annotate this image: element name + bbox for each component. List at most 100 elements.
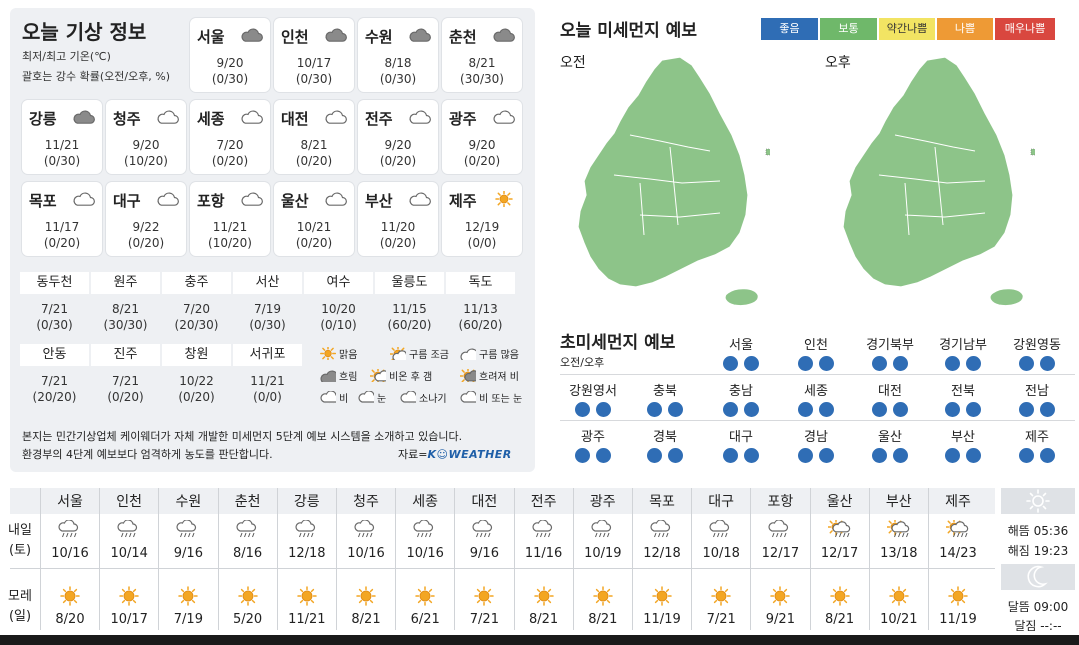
fine-dust-region: 세종 xyxy=(780,380,852,424)
day1-temp: 9/16 xyxy=(173,546,203,561)
pm-level-dot xyxy=(744,448,759,463)
forecast-city-name: 부산 xyxy=(885,494,912,510)
dust-level-item: 나쁨 xyxy=(937,18,993,40)
map-label-pm: 오후 xyxy=(825,55,851,71)
snow-icon: * * xyxy=(358,390,374,403)
city-name: 인천 xyxy=(281,28,309,46)
am-level-dot xyxy=(872,356,887,371)
moon-icon-box xyxy=(1001,564,1075,590)
city-card: 세종 7/20 (0/20) xyxy=(190,100,270,174)
city-prob: (0/20) xyxy=(295,154,333,168)
rain-then-clear-icon xyxy=(370,368,386,382)
day1-label-b: (토) xyxy=(8,543,32,558)
sunny-icon xyxy=(356,586,376,606)
am-level-dot xyxy=(945,402,960,417)
pm-level-dot xyxy=(596,448,611,463)
column-divider xyxy=(217,488,219,630)
city-prob: (0/30) xyxy=(379,72,417,86)
sunny-icon xyxy=(652,586,672,606)
korea-map-am xyxy=(570,55,773,320)
pm-level-dot xyxy=(966,448,981,463)
day1-temp: 12/18 xyxy=(643,546,681,561)
legend-item: * *눈 xyxy=(358,388,386,406)
pm-level-dot xyxy=(893,402,908,417)
small-city-temp: 10/22 xyxy=(179,374,214,388)
column-divider xyxy=(632,488,633,630)
city-card: 전주 9/20 (0/20) xyxy=(358,100,438,174)
legend-item: 비 xyxy=(320,388,348,406)
city-prob: (10/20) xyxy=(124,154,168,168)
city-name: 전주 xyxy=(365,110,393,128)
cloudy-icon xyxy=(73,110,95,124)
column-divider xyxy=(691,488,693,630)
dust-level-legend: 좋음 보통 약간나쁨 나쁨 매우나쁨 xyxy=(761,18,1057,40)
cloudy-icon xyxy=(409,28,431,42)
city-prob: (0/20) xyxy=(379,154,417,168)
forecast-header-row xyxy=(10,488,995,514)
pm-level-dot xyxy=(893,356,908,371)
region-name: 충남 xyxy=(729,384,753,399)
mostly-cloudy-icon xyxy=(73,192,95,206)
day2-temp: 8/21 xyxy=(824,612,855,627)
small-city-cell: 진주 7/21 (0/20) xyxy=(91,344,161,408)
small-city-prob: (0/20) xyxy=(178,390,215,404)
city-temp: 8/21 xyxy=(468,56,496,70)
column-divider xyxy=(454,488,456,630)
mostly-cloudy-icon xyxy=(241,192,263,206)
region-name: 인천 xyxy=(804,338,828,353)
legend-item: 구름 조금 xyxy=(390,344,449,362)
mostly-cloudy-icon xyxy=(493,110,515,124)
city-name: 서울 xyxy=(197,28,225,46)
am-level-dot xyxy=(945,356,960,371)
city-prob: (30/30) xyxy=(460,72,504,86)
column-divider xyxy=(868,488,870,630)
legend-label: 구름 많음 xyxy=(479,349,519,361)
temp-caption: 최저/최고 기온(℃) xyxy=(22,50,111,63)
day2-temp: 10/21 xyxy=(880,612,918,627)
region-name: 경기남부 xyxy=(939,338,987,353)
korea-map-pm xyxy=(835,55,1038,320)
city-card: 인천 10/17 (0/30) xyxy=(274,18,354,92)
city-prob: (0/20) xyxy=(379,236,417,250)
city-temp: 9/20 xyxy=(384,138,412,152)
sunny-icon xyxy=(178,586,199,606)
legend-label: 눈 xyxy=(377,393,387,405)
city-name: 춘천 xyxy=(449,28,477,46)
dust-level-item: 약간나쁨 xyxy=(879,18,935,40)
sunny-icon xyxy=(829,586,850,606)
am-level-dot xyxy=(872,402,887,417)
small-city-cell: 서산 7/19 (0/30) xyxy=(233,272,303,336)
fine-dust-region: 대전 xyxy=(854,380,926,424)
prob-caption: 괄호는 강수 확률(오전/오후, %) xyxy=(22,70,171,83)
city-temp: 11/21 xyxy=(44,138,80,152)
day1-temp: 10/16 xyxy=(406,546,444,561)
today-weather-panel: 오늘 기상 정보 최저/최고 기온(℃) 괄호는 강수 확률(오전/오후, %)… xyxy=(10,8,535,472)
note-line-1: 본지는 민간기상업체 케이웨더가 자체 개발한 미세먼지 5단계 예보 시스템을… xyxy=(22,430,463,443)
city-name: 수원 xyxy=(365,28,393,46)
small-city-temp: 11/21 xyxy=(250,374,285,388)
am-level-dot xyxy=(945,448,960,463)
city-prob: (0/30) xyxy=(43,154,81,168)
forecast-city-name: 전주 xyxy=(530,494,557,510)
small-city-temp: 11/13 xyxy=(463,302,498,316)
region-name: 울산 xyxy=(878,430,902,445)
note-line-2: 환경부의 4단계 예보보다 엄격하게 농도를 판단합니다. xyxy=(22,448,273,461)
city-prob: (10/20) xyxy=(208,236,252,250)
small-city-cell: 독도 11/13 (60/20) xyxy=(446,272,516,336)
small-city-name: 원주 xyxy=(91,272,160,294)
city-temp: 7/20 xyxy=(216,138,244,152)
small-city-temp: 7/21 xyxy=(41,302,68,316)
small-city-cell: 창원 10/22 (0/20) xyxy=(162,344,232,408)
forecast-city-name: 서울 xyxy=(57,494,83,510)
day2-temp: 7/19 xyxy=(173,612,203,627)
am-level-dot xyxy=(798,448,813,463)
row-divider xyxy=(10,568,995,569)
city-card: 춘천 8/21 (30/30) xyxy=(442,18,522,92)
am-level-dot xyxy=(798,402,813,417)
sunny-icon xyxy=(237,586,258,606)
day2-temp: 8/21 xyxy=(351,612,381,627)
am-level-dot xyxy=(1019,356,1034,371)
sunny-icon xyxy=(770,586,791,606)
fine-dust-title: 초미세먼지 예보 xyxy=(560,333,676,353)
